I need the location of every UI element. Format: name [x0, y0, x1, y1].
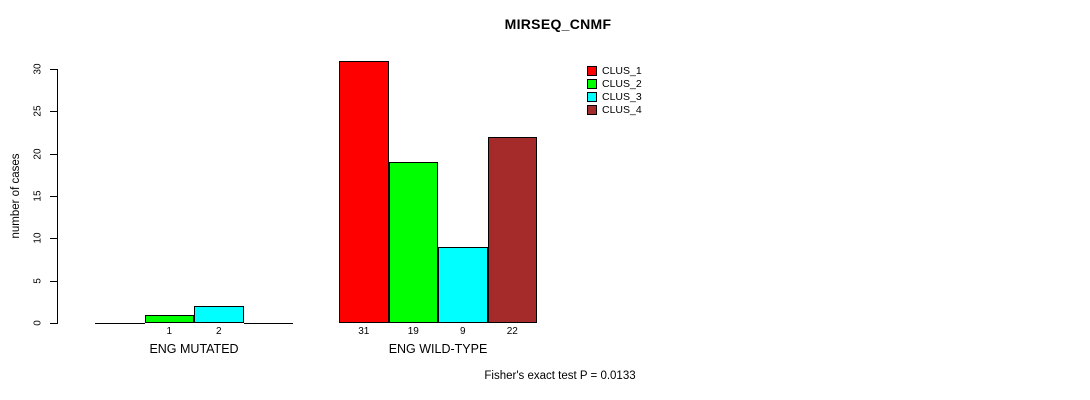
x-axis-group-label: ENG WILD-TYPE [388, 342, 488, 356]
legend-item-clus-1: CLUS_1 [587, 64, 642, 77]
y-axis-tick [50, 153, 57, 155]
legend-swatch-clus-4 [587, 104, 597, 115]
y-axis-tick [50, 196, 57, 197]
bar-clus-2 [388, 162, 438, 323]
y-axis-tick [50, 323, 57, 324]
legend-label: CLUS_3 [602, 90, 642, 103]
legend-label: CLUS_1 [602, 64, 642, 77]
y-axis-tick [50, 111, 57, 113]
bar-value-label: 1 [166, 326, 173, 337]
bar-clus-1-zero [95, 323, 145, 324]
bar-value-label: 9 [459, 326, 466, 337]
y-axis-tick [50, 238, 57, 240]
legend-item-clus-2: CLUS_2 [587, 77, 642, 90]
bar-clus-1 [339, 60, 389, 323]
y-axis-line [57, 69, 58, 324]
legend-swatch-clus-3 [587, 91, 597, 102]
legend: CLUS_1 CLUS_2 CLUS_3 CLUS_4 [587, 64, 642, 116]
x-axis-group-label: ENG MUTATED [149, 342, 239, 356]
chart-title: MIRSEQ_CNMF [504, 16, 612, 32]
annotation-fisher-test: Fisher's exact test P = 0.0133 [484, 370, 636, 382]
bar-clus-3 [438, 246, 488, 323]
bar-value-label: 22 [506, 326, 518, 337]
y-axis-tick [50, 280, 57, 282]
bar-clus-2 [144, 314, 194, 323]
legend-item-clus-3: CLUS_3 [587, 90, 642, 103]
bar-clus-3 [194, 306, 244, 323]
legend-swatch-clus-2 [587, 78, 597, 89]
bar-value-label: 19 [407, 326, 419, 337]
bar-clus-4-zero [243, 323, 293, 324]
bar-value-label: 31 [358, 326, 370, 337]
legend-label: CLUS_4 [602, 103, 642, 116]
legend-label: CLUS_2 [602, 77, 642, 90]
bar-value-label: 2 [215, 326, 222, 337]
bar-clus-4 [487, 136, 537, 323]
y-axis-tick [50, 69, 57, 70]
legend-swatch-clus-1 [587, 65, 597, 76]
legend-item-clus-4: CLUS_4 [587, 103, 642, 116]
